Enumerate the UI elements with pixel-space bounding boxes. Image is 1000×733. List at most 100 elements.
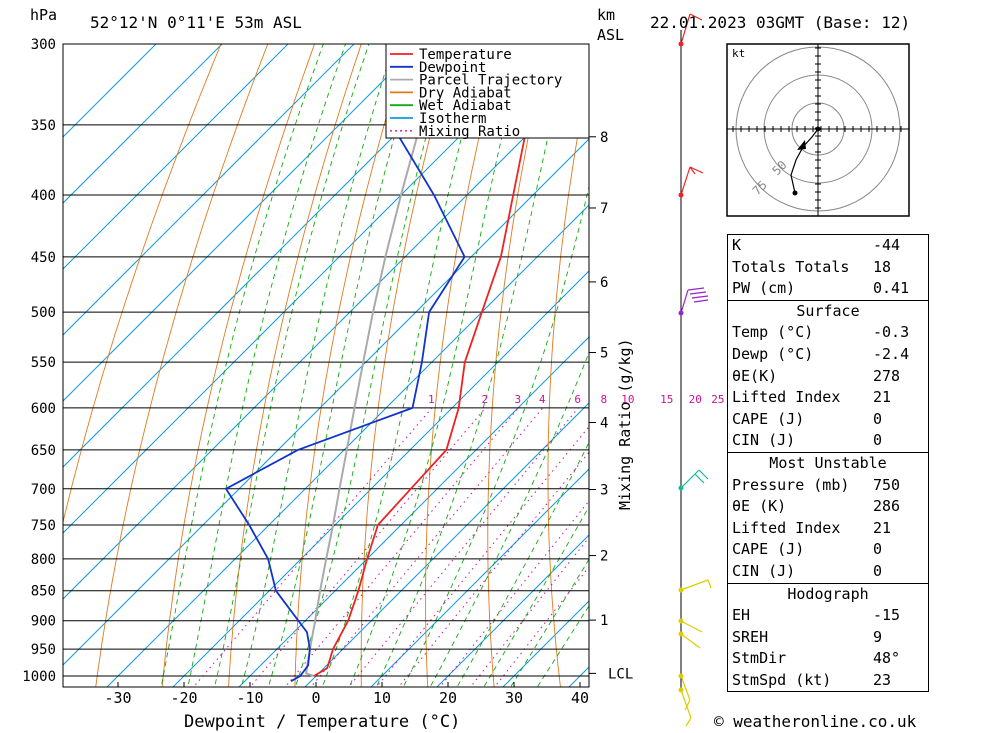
pressure-tick-label: 1000 [22, 669, 56, 685]
x-tick-label: 10 [373, 689, 391, 707]
mixing-ratio-line [192, 407, 433, 687]
km-tick-label: 4 [600, 416, 608, 432]
x-tick-label: -30 [104, 689, 131, 707]
mixing-ratio-line [348, 407, 579, 687]
dry-adiabat-line [294, 44, 409, 687]
hodograph-trace [790, 128, 819, 194]
most-unstable-header: Most Unstable [728, 451, 928, 475]
pressure-tick-label: 350 [31, 118, 56, 134]
stmdir-row: StmDir 48° [732, 649, 901, 668]
legend-label: Dry Adiabat [419, 85, 512, 101]
indices-table: K -44 Totals Totals 18 PW (cm) 0.41 Surface… [727, 234, 929, 693]
storm-motion-arrow [797, 140, 806, 150]
stmspd-row: StmSpd (kt) 23 [732, 670, 892, 689]
dry-adiabat-line [228, 44, 362, 687]
dewpoint-series [224, 44, 466, 682]
isotherm-line [63, 44, 355, 336]
legend-label: Isotherm [419, 111, 486, 127]
km-tick-label: 8 [600, 130, 608, 146]
km-tick-label: 5 [600, 346, 608, 362]
legend-label: Mixing Ratio [419, 124, 520, 140]
surface-dewp-row: Dewp (°C) -2.4 [732, 344, 910, 363]
km-tick-label: 1 [600, 613, 608, 629]
wind-barb [680, 13, 703, 45]
isotherm-line [63, 44, 157, 138]
hodograph-end-dot [815, 126, 821, 132]
mixing-ratio-line [284, 407, 519, 687]
hodograph-unit-label: kt [732, 47, 745, 60]
pressure-tick-label: 900 [31, 614, 56, 630]
x-axis-title: Dewpoint / Temperature (°C) [184, 712, 460, 732]
mu-cape-row: CAPE (J) 0 [732, 540, 883, 559]
pressure-tick-label: 500 [31, 305, 56, 321]
km-tick-label: 6 [600, 275, 608, 291]
wind-barb [680, 287, 709, 314]
mixing-ratio-label: 15 [660, 393, 673, 406]
totals-totals-row: Totals Totals 18 [732, 257, 892, 276]
surface-cape-row: CAPE (J) 0 [732, 409, 883, 428]
pressure-tick-label: 750 [31, 518, 56, 534]
x-tick-label: 0 [311, 689, 320, 707]
km-tick-label: 7 [600, 201, 608, 217]
surface-temp-row: Temp (°C) -0.3 [732, 323, 910, 342]
pressure-tick-label: 700 [31, 482, 56, 498]
datetime-title: 22.01.2023 03GMT (Base: 12) [650, 13, 910, 32]
surface-theta-row: θE(K) 278 [732, 366, 901, 385]
wet-adiabat-line [402, 184, 589, 687]
wet-adiabat-line [294, 44, 453, 687]
wind-barb [680, 579, 712, 591]
wet-adiabat-line [214, 44, 370, 687]
isotherm-line [106, 204, 589, 687]
mixing-ratio-label: 1 [428, 393, 435, 406]
mixing-ratio-label: 3 [515, 393, 522, 406]
k-index-row: K -44 [732, 236, 901, 254]
dry-adiabat-line [487, 44, 549, 687]
hodograph-header: Hodograph [728, 582, 928, 606]
dry-adiabat-line [547, 72, 589, 687]
credit-text: © weatheronline.co.uk [714, 712, 917, 731]
wind-barb [680, 689, 692, 727]
mixing-ratio-line [439, 500, 589, 687]
mixing-ratio-label: 2 [481, 393, 488, 406]
pressure-tick-label: 550 [31, 355, 56, 371]
plot-frame [62, 43, 590, 688]
wet-adiabat-line [348, 44, 525, 687]
x-tick-label: 40 [571, 689, 589, 707]
mixing-ratio-label: 25 [711, 393, 724, 406]
pressure-tick-label: 650 [31, 443, 56, 459]
km-tick-label: 2 [600, 549, 608, 565]
dry-adiabat-line [969, 26, 1000, 701]
wet-adiabat-line [429, 351, 589, 687]
wind-barb [680, 469, 709, 489]
km-tick-label: 3 [600, 483, 608, 499]
asl-label: ASL [597, 26, 624, 44]
temperature-series [313, 44, 553, 677]
isotherm-line [63, 44, 553, 534]
mixing-ratio-line [249, 407, 486, 687]
isotherm-line [63, 44, 223, 204]
wet-adiabat-line [240, 44, 395, 687]
dry-adiabat-line [95, 44, 269, 687]
mixing-ratio-label: 20 [689, 393, 702, 406]
wind-barb [680, 166, 704, 196]
pressure-tick-label: 450 [31, 250, 56, 266]
mixing-ratio-line [310, 407, 544, 687]
x-tick-label: -10 [236, 689, 263, 707]
eh-row: EH -15 [732, 606, 901, 625]
isotherm-line [63, 44, 487, 468]
isotherm-line [304, 402, 589, 687]
pw-row: PW (cm) 0.41 [732, 279, 910, 298]
wind-barb [680, 620, 703, 633]
mu-pressure-row: Pressure (mb) 750 [732, 475, 901, 494]
isotherm-line [238, 336, 589, 687]
mu-cin-row: CIN (J) 0 [732, 561, 883, 580]
pressure-tick-label: 850 [31, 584, 56, 600]
mixing-ratio-label: 10 [621, 393, 634, 406]
isotherm-line [370, 468, 589, 687]
legend-label: Temperature [419, 47, 512, 63]
km-label: km [597, 6, 615, 24]
dry-adiabat-line [922, 26, 1000, 701]
wet-adiabat-line [187, 44, 346, 687]
dry-adiabat-line [161, 44, 315, 687]
